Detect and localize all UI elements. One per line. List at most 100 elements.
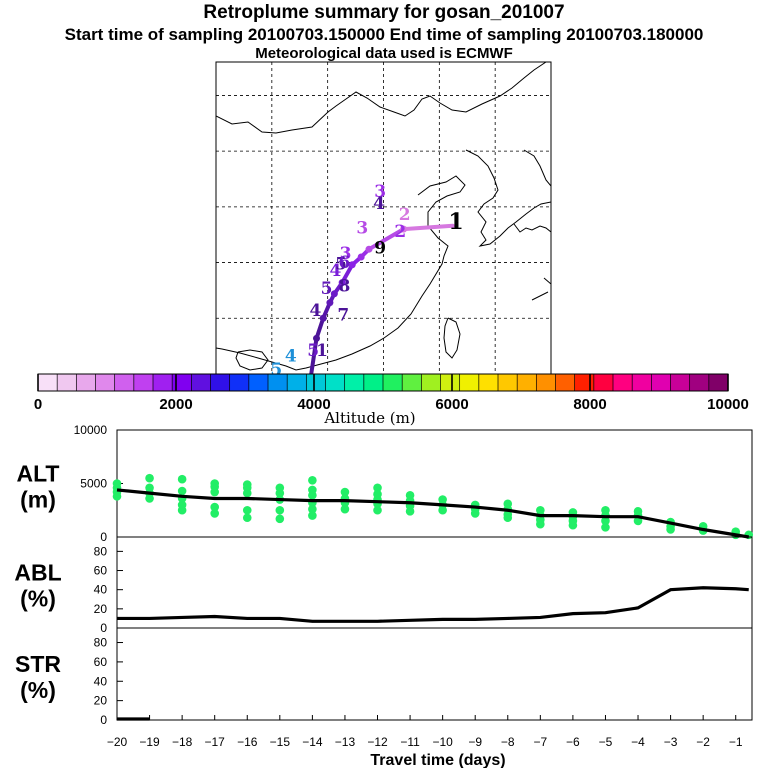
y-tick-label: 20 <box>94 602 108 616</box>
altitude-point <box>242 513 252 523</box>
x-tick-label: −14 <box>302 735 323 749</box>
x-tick-label: −9 <box>468 735 482 749</box>
y-tick-label: 60 <box>94 655 108 669</box>
coastline-segment <box>513 223 551 233</box>
cluster-label: 9 <box>374 239 386 259</box>
altitude-point <box>633 516 643 526</box>
colorbar-tick-label: 10000 <box>707 396 749 413</box>
coastline-segment <box>235 349 269 371</box>
colorbar-swatch <box>517 374 537 391</box>
colorbar-swatch <box>459 374 480 391</box>
x-tick-label: −6 <box>566 735 580 749</box>
coastline-segment <box>216 62 547 134</box>
cluster-label: 4 <box>285 347 297 367</box>
colorbar-swatch <box>210 374 231 391</box>
cluster-label: 2 <box>399 205 411 225</box>
cluster-label: 5 <box>270 360 282 380</box>
panel-frame <box>116 627 753 721</box>
altitude-point <box>177 505 187 515</box>
colorbar-swatch <box>613 374 633 391</box>
altitude-point <box>601 523 610 532</box>
colorbar-swatch <box>536 374 556 391</box>
altitude-point <box>275 488 285 498</box>
series-line <box>117 586 749 623</box>
altitude-point <box>242 505 252 515</box>
trajectory-segment <box>309 338 319 374</box>
x-tick-label: −17 <box>205 735 226 749</box>
time-series-panels: 1000050000ALT(m)806040200ABL(%)806040200… <box>14 423 754 727</box>
colorbar-swatch <box>57 374 77 391</box>
x-tick-label: −11 <box>400 735 420 749</box>
colorbar-swatch <box>344 374 365 391</box>
altitude-point <box>470 509 480 518</box>
altitude-point <box>601 516 610 526</box>
cluster-label: 4 <box>330 261 342 281</box>
colorbar-swatch <box>632 374 652 391</box>
panel-frame <box>116 536 753 629</box>
altitude-point <box>438 505 447 515</box>
trajectory-segment <box>314 316 326 341</box>
x-tick-label: −1 <box>729 735 743 749</box>
altitude-point <box>666 525 675 534</box>
coastline-segment <box>531 291 549 301</box>
trajectory-node <box>326 299 334 307</box>
colorbar-swatch <box>402 374 422 391</box>
colorbar-swatch <box>498 374 518 391</box>
altitude-point <box>210 509 219 518</box>
y-tick-label: 20 <box>94 694 108 708</box>
y-tick-label: 10000 <box>74 423 108 437</box>
trajectory-node <box>357 253 365 261</box>
altitude-point <box>503 513 513 523</box>
coastline-segment <box>216 175 466 371</box>
panel-abl: 80 60 40 20 0 ABL(%) <box>14 536 753 635</box>
x-tick-label: −19 <box>139 735 160 749</box>
colorbar-swatch <box>38 374 58 391</box>
cluster-label: 2 <box>394 222 406 242</box>
chart-title: Retroplume summary for gosan_201007 <box>203 2 565 23</box>
met-data-line: Meteorological data used is ECMWF <box>255 45 513 62</box>
colorbar-swatch <box>248 374 269 391</box>
colorbar-swatch <box>133 374 154 391</box>
x-tick-label: −20 <box>107 735 128 749</box>
trajectory-segment <box>401 223 455 232</box>
altitude-colorbar: 0 2000 4000 6000 8000 10000 <box>34 373 749 413</box>
altitude-point <box>242 488 252 498</box>
cluster-label: 3 <box>374 182 386 202</box>
x-tick-label: −15 <box>270 735 291 749</box>
trajectory-node <box>313 334 320 342</box>
colorbar-swatch <box>574 374 595 391</box>
y-tick-label: 60 <box>94 564 108 578</box>
panel-alt: 10000 5000 0 ALT(m) <box>16 423 754 544</box>
colorbar-swatch <box>114 374 135 391</box>
cluster-label: 5 <box>335 254 347 274</box>
cluster-label: 3 <box>340 244 352 264</box>
y-tick-label: 40 <box>94 674 108 688</box>
y-tick-label: 0 <box>100 530 107 544</box>
altitude-point <box>177 486 187 496</box>
altitude-point <box>275 514 285 524</box>
map-grid <box>216 62 551 374</box>
trajectory-node <box>365 245 373 253</box>
y-tick-label: 80 <box>94 544 108 558</box>
colorbar-swatch <box>421 374 441 391</box>
x-tick-label: −8 <box>501 735 515 749</box>
altitude-point <box>210 502 219 512</box>
altitude-point <box>275 505 285 515</box>
trajectory-node <box>330 290 338 298</box>
coastline-segment <box>543 277 551 285</box>
altitude-point <box>536 519 545 529</box>
x-tick-label: −5 <box>599 735 613 749</box>
x-axis-label: Travel time (days) <box>370 752 505 768</box>
colorbar-swatch <box>383 374 403 391</box>
cluster-label: 5 <box>321 279 333 299</box>
altitude-point <box>308 475 317 485</box>
cluster-label: 3 <box>356 219 368 239</box>
x-tick-label: −12 <box>367 735 388 749</box>
cluster-label: 7 <box>337 306 349 326</box>
trajectory-node <box>319 314 327 322</box>
colorbar-swatch <box>440 374 461 391</box>
colorbar-swatch <box>689 374 710 391</box>
altitude-point <box>145 473 154 483</box>
altitude-point <box>568 520 578 530</box>
